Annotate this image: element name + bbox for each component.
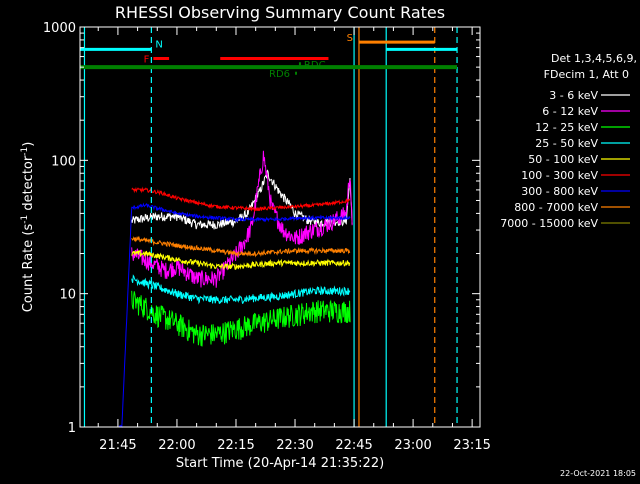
legend: Det 1,3,4,5,6,9, FDecim 1, Att 0 3 - 6 k… — [500, 52, 637, 230]
x-tick-label-21-45: 21:45 — [99, 438, 136, 453]
y-tick-label-100: 100 — [51, 154, 76, 169]
y-tick-label-1: 1 — [68, 421, 76, 436]
flag-label-s: S — [347, 33, 353, 44]
x-tick-label-22-30: 22:30 — [276, 438, 313, 453]
x-tick-label-23-15: 23:15 — [453, 438, 490, 453]
y-axis: 1 10 100 1000 — [43, 21, 480, 436]
series-line-100-300-kev — [131, 186, 351, 213]
legend-header-line-2: FDecim 1, Att 0 — [544, 68, 629, 81]
legend-label-800-7000-kev: 800 - 7000 keV — [514, 201, 598, 214]
flag-label-f: F — [144, 55, 150, 66]
legend-label-6-12-kev: 6 - 12 keV — [542, 105, 598, 118]
series-line-3-6-kev — [131, 169, 353, 230]
x-tick-label-22-45: 22:45 — [335, 438, 372, 453]
x-axis: 21:45 22:00 22:15 22:30 22:45 23:00 23:15 — [97, 27, 491, 453]
plot-frame — [79, 26, 481, 428]
legend-label-25-50-kev: 25 - 50 keV — [535, 137, 598, 150]
legend-label-3-6-kev: 3 - 6 keV — [549, 89, 598, 102]
legend-label-50-100-kev: 50 - 100 keV — [528, 153, 598, 166]
flag-label-rdc: RDC — [304, 60, 326, 71]
legend-label-7000-15000-kev: 7000 - 15000 keV — [500, 217, 598, 230]
y-tick-label-1000: 1000 — [43, 21, 76, 36]
chart-title: RHESSI Observing Summary Count Rates — [115, 3, 445, 22]
legend-label-100-300-kev: 100 - 300 keV — [521, 169, 598, 182]
x-tick-label-22-00: 22:00 — [158, 438, 195, 453]
series-line-50-100-kev — [131, 249, 351, 271]
series-line-800-7000-kev — [131, 235, 351, 258]
plot-area: NF S RDC RD6 — [80, 27, 458, 429]
x-tick-label-22-15: 22:15 — [217, 438, 254, 453]
legend-label-300-800-kev: 300 - 800 keV — [521, 185, 598, 198]
series-line-300-800-kev — [118, 202, 351, 429]
legend-label-12-25-kev: 12 - 25 keV — [535, 121, 598, 134]
y-tick-label-10: 10 — [59, 288, 76, 303]
x-axis-label: Start Time (20-Apr-14 21:35:22) — [176, 456, 384, 471]
series-line-12-25-kev — [131, 290, 351, 347]
footer-date: 22-Oct-2021 18:05 — [560, 469, 636, 478]
legend-header-line-1: Det 1,3,4,5,6,9, — [551, 52, 637, 65]
x-tick-label-23-00: 23:00 — [394, 438, 431, 453]
flag-label-n: N — [155, 39, 162, 50]
flag-label-rd6: RD6 — [269, 69, 290, 80]
y-axis-label: Count Rate (s-1 detector-1) — [20, 142, 36, 313]
series-line-25-50-kev — [131, 274, 351, 305]
